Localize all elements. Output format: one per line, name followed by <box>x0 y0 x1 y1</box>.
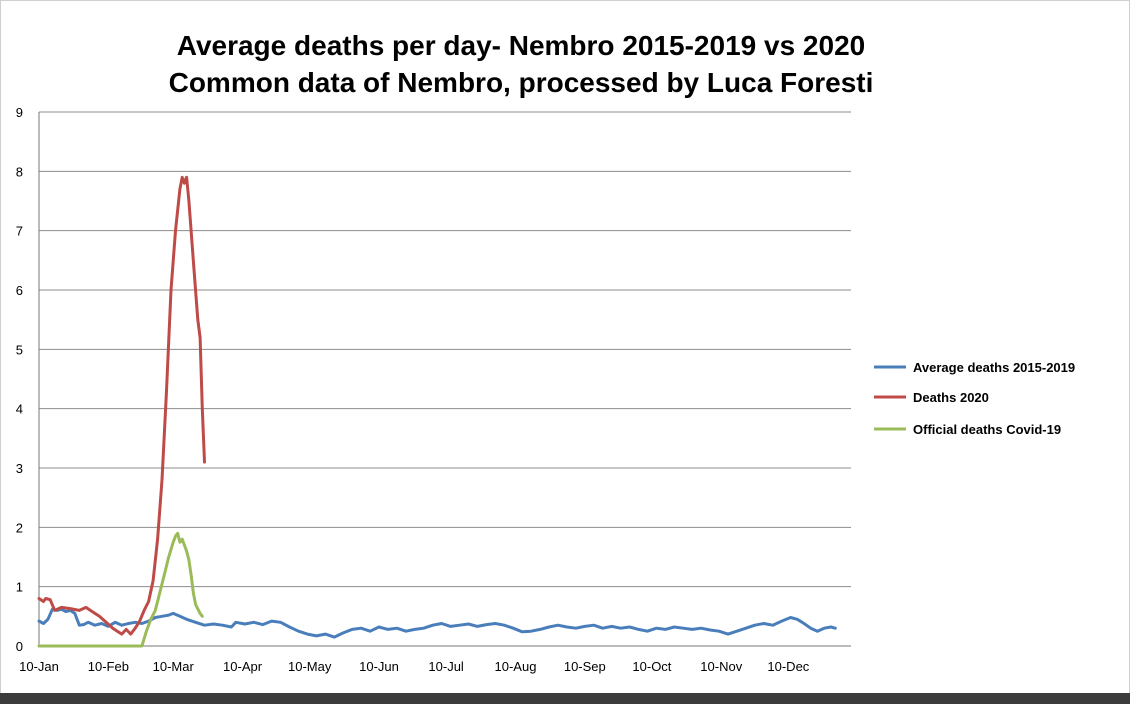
window-bottom-bar <box>0 693 1130 704</box>
y-tick-label: 2 <box>16 520 23 535</box>
y-tick-label: 8 <box>16 164 23 179</box>
legend-label: Average deaths 2015-2019 <box>913 360 1075 375</box>
x-tick-label: 10-Aug <box>495 659 537 674</box>
y-tick-label: 4 <box>16 402 23 417</box>
legend-label: Official deaths Covid-19 <box>913 422 1061 437</box>
x-tick-label: 10-May <box>288 659 332 674</box>
x-tick-label: 10-Apr <box>223 659 263 674</box>
x-tick-label: 10-Jun <box>359 659 399 674</box>
y-tick-label: 6 <box>16 283 23 298</box>
y-tick-label: 9 <box>16 105 23 120</box>
axes <box>38 112 851 647</box>
x-tick-label: 10-Mar <box>153 659 195 674</box>
x-tick-label: 10-Nov <box>700 659 742 674</box>
x-tick-label: 10-Jan <box>19 659 59 674</box>
series-lines <box>37 175 837 648</box>
x-axis-ticks: 10-Jan 10-Feb 10-Mar 10-Apr 10-May 10-Jun 10-J… <box>19 659 810 674</box>
series-line-0 <box>37 607 837 639</box>
series-line-2 <box>37 531 204 648</box>
y-tick-label: 5 <box>16 342 23 357</box>
y-tick-label: 3 <box>16 461 23 476</box>
y-tick-label: 7 <box>16 224 23 239</box>
x-tick-label: 10-Sep <box>564 659 606 674</box>
y-tick-label: 1 <box>16 580 23 595</box>
x-tick-label: 10-Feb <box>88 659 129 674</box>
x-tick-label: 10-Jul <box>428 659 464 674</box>
legend: Average deaths 2015-2019 Deaths 2020 Offic… <box>874 360 1075 437</box>
x-tick-label: 10-Dec <box>767 659 809 674</box>
chart-title: Average deaths per day- Nembro 2015-2019… <box>177 30 865 61</box>
series-line-1 <box>37 175 206 636</box>
y-axis-ticks: 0 1 2 3 4 5 6 7 8 9 <box>16 105 23 654</box>
y-tick-label: 0 <box>16 639 23 654</box>
legend-label: Deaths 2020 <box>913 390 989 405</box>
chart-subtitle: Common data of Nembro, processed by Luca… <box>169 67 874 98</box>
x-tick-label: 10-Oct <box>632 659 671 674</box>
